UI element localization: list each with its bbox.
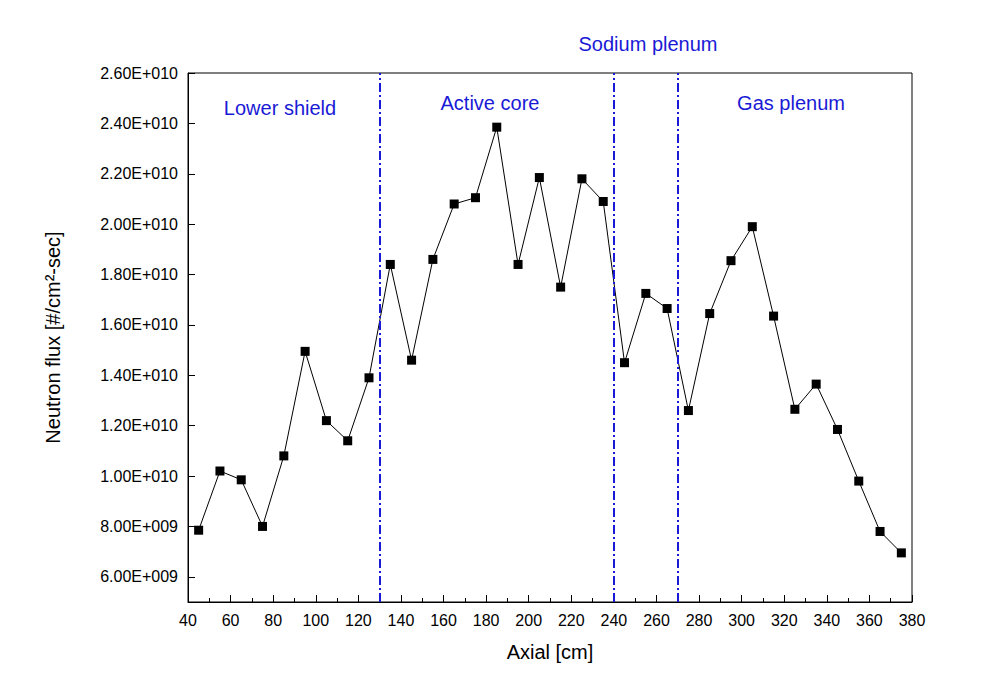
- svg-text:340: 340: [813, 612, 840, 629]
- svg-text:1.00E+010: 1.00E+010: [100, 468, 178, 485]
- svg-text:260: 260: [643, 612, 670, 629]
- svg-text:100: 100: [302, 612, 329, 629]
- svg-text:Sodium plenum: Sodium plenum: [579, 33, 718, 55]
- svg-text:Lower shield: Lower shield: [224, 97, 336, 119]
- svg-text:1.20E+010: 1.20E+010: [100, 417, 178, 434]
- svg-text:160: 160: [430, 612, 457, 629]
- svg-text:360: 360: [856, 612, 883, 629]
- svg-text:200: 200: [515, 612, 542, 629]
- svg-text:240: 240: [601, 612, 628, 629]
- svg-text:1.60E+010: 1.60E+010: [100, 316, 178, 333]
- svg-text:Active core: Active core: [441, 92, 540, 114]
- svg-text:8.00E+009: 8.00E+009: [100, 518, 178, 535]
- svg-text:Gas plenum: Gas plenum: [737, 92, 845, 114]
- svg-text:6.00E+009: 6.00E+009: [100, 568, 178, 585]
- svg-text:1.80E+010: 1.80E+010: [100, 266, 178, 283]
- svg-text:220: 220: [558, 612, 585, 629]
- svg-text:40: 40: [179, 612, 197, 629]
- svg-text:2.60E+010: 2.60E+010: [100, 65, 178, 82]
- svg-text:1.40E+010: 1.40E+010: [100, 367, 178, 384]
- svg-text:60: 60: [222, 612, 240, 629]
- svg-text:2.20E+010: 2.20E+010: [100, 165, 178, 182]
- svg-text:380: 380: [899, 612, 926, 629]
- svg-text:140: 140: [388, 612, 415, 629]
- svg-text:280: 280: [686, 612, 713, 629]
- svg-text:320: 320: [771, 612, 798, 629]
- svg-text:80: 80: [264, 612, 282, 629]
- svg-text:180: 180: [473, 612, 500, 629]
- svg-text:2.00E+010: 2.00E+010: [100, 216, 178, 233]
- svg-text:120: 120: [345, 612, 372, 629]
- svg-text:300: 300: [728, 612, 755, 629]
- svg-text:2.40E+010: 2.40E+010: [100, 115, 178, 132]
- svg-text:Neutron flux [#/cm²-sec]: Neutron flux [#/cm²-sec]: [42, 231, 64, 443]
- svg-text:Axial [cm]: Axial [cm]: [507, 641, 594, 663]
